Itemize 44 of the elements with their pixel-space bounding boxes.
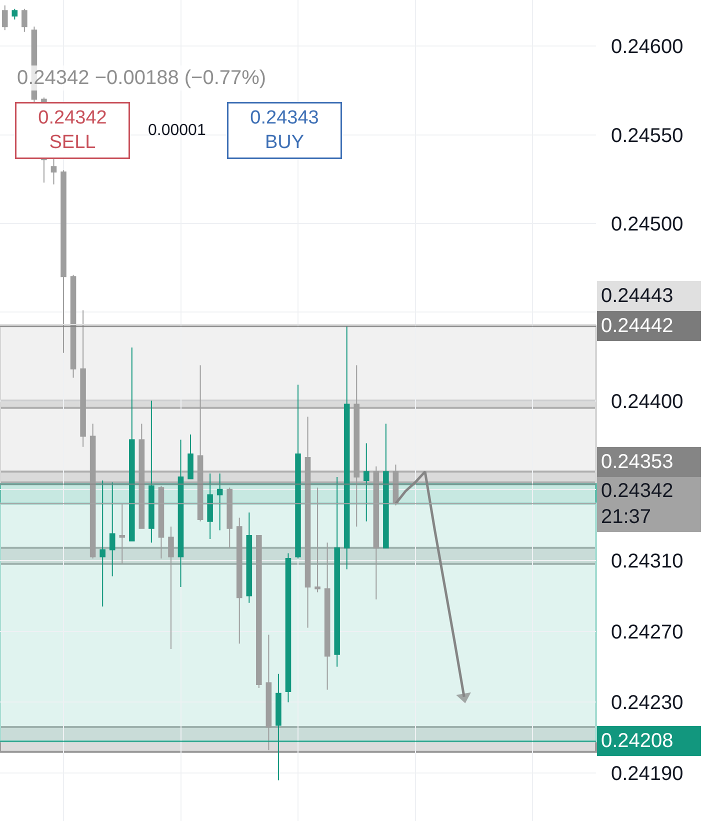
- ref-line-label: 0.24342 21:37: [601, 480, 674, 528]
- y-tick-label: 0.24190: [611, 763, 684, 786]
- ref-line-label: 0.24353: [601, 451, 674, 473]
- candlestick: [50, 157, 57, 185]
- candlestick: [324, 542, 330, 690]
- y-tick-label: 0.24500: [611, 213, 684, 236]
- y-tick-label: 0.24400: [611, 390, 684, 413]
- candlestick: [129, 347, 135, 542]
- candlestick: [295, 384, 301, 560]
- candlestick: [2, 4, 8, 31]
- candlestick: [383, 423, 389, 548]
- y-tick-label: 0.24270: [611, 621, 684, 644]
- candlestick: [70, 274, 76, 378]
- annotation: 0.24342 SELL: [38, 108, 107, 154]
- candlestick: [12, 8, 18, 20]
- candlestick: [344, 326, 350, 570]
- candlestick: [60, 170, 66, 354]
- annotation: 0.00001: [148, 122, 206, 139]
- y-tick-label: 0.24550: [611, 124, 684, 147]
- ref-line-label: 0.24208: [601, 730, 674, 752]
- candlestick: [188, 434, 194, 480]
- y-tick-label: 0.24310: [611, 550, 684, 572]
- candlestick: [246, 512, 252, 604]
- candlestick: [100, 480, 106, 607]
- ref-line-label: 0.24443: [601, 285, 674, 307]
- candlestick: [22, 8, 28, 32]
- candlestick: [256, 535, 262, 689]
- candlestick: [148, 400, 154, 544]
- candlestick: [80, 310, 86, 448]
- y-tick-label: 0.24600: [611, 36, 684, 58]
- candlestick: [109, 482, 116, 577]
- candlestick: [266, 634, 272, 751]
- candlestick: [168, 526, 174, 650]
- text: 0.24342 −0.00188 (−0.77%): [17, 67, 266, 89]
- candlestick: [364, 442, 370, 522]
- candlestick: [334, 476, 340, 668]
- candlestick: [236, 517, 242, 644]
- candlestick: [207, 472, 213, 540]
- y-tick-label: 0.24230: [611, 692, 684, 714]
- candlestick: [285, 552, 292, 703]
- candlestick: [216, 472, 223, 531]
- annotation: 0.24343 BUY: [250, 108, 319, 154]
- ref-line-label: 0.24442: [601, 315, 674, 337]
- candlestick: [178, 439, 184, 588]
